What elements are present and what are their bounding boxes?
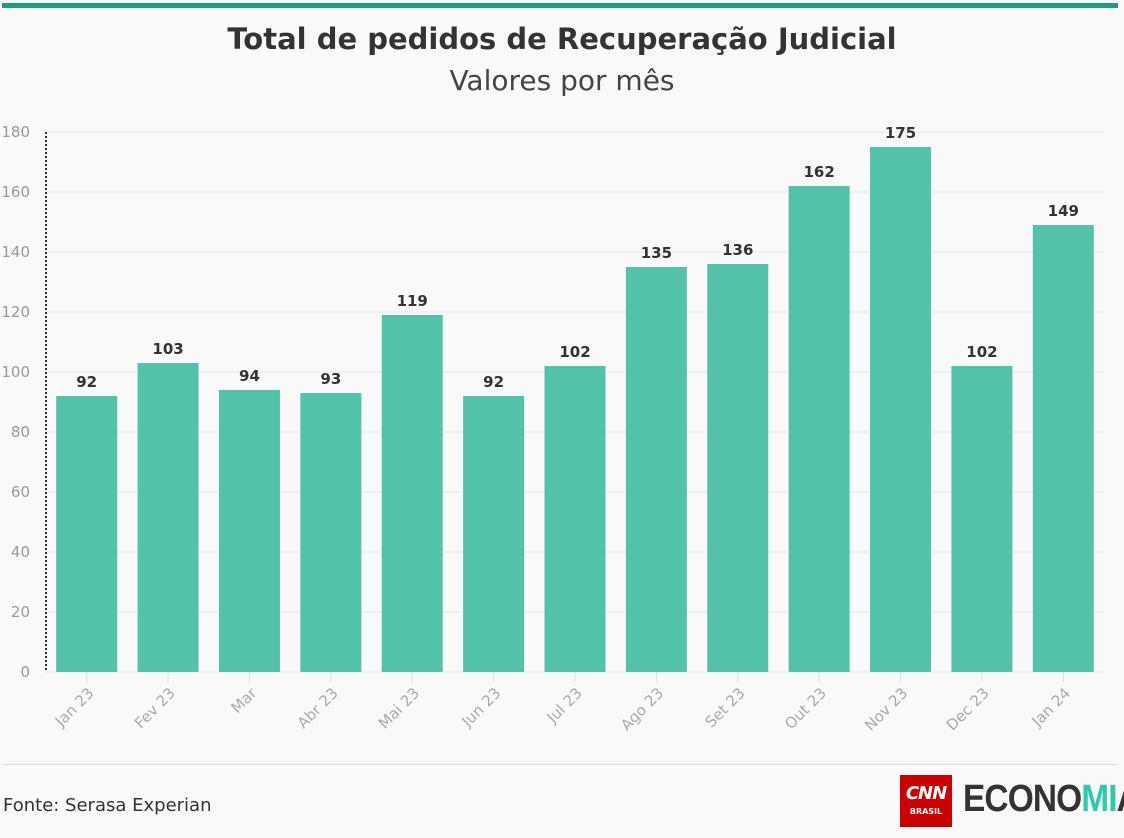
x-tick-label: Ago 23 — [617, 684, 667, 734]
x-tick-label: Mai 23 — [375, 684, 423, 732]
y-tick-label: 60 — [11, 483, 30, 501]
chart-title: Total de pedidos de Recuperação Judicial — [227, 22, 897, 56]
y-tick-label: 20 — [11, 603, 30, 621]
y-tick-label: 0 — [20, 663, 30, 681]
data-label: 92 — [76, 373, 97, 391]
data-label: 93 — [320, 370, 341, 388]
y-tick-label: 120 — [1, 303, 30, 321]
x-tick-label: Dec 23 — [943, 684, 993, 734]
x-tick-label: Jan 23 — [51, 684, 98, 731]
data-label: 94 — [239, 367, 260, 385]
divider — [2, 764, 1118, 765]
bar — [463, 396, 525, 672]
y-tick-label: 80 — [11, 423, 30, 441]
bar — [870, 147, 932, 672]
data-label: 92 — [483, 373, 504, 391]
x-tick-label: Mar — [228, 684, 261, 717]
x-tick-label: Fev 23 — [131, 684, 179, 732]
chart-subtitle: Valores por mês — [449, 64, 675, 97]
bar — [707, 264, 769, 672]
data-label: 162 — [803, 163, 834, 181]
x-tick-label: Jul 23 — [543, 684, 586, 727]
bar — [137, 363, 199, 672]
data-label: 119 — [397, 292, 428, 310]
y-tick-label: 100 — [1, 363, 30, 381]
x-tick-label: Jun 23 — [458, 684, 505, 731]
data-label: 175 — [885, 124, 916, 142]
x-tick-label: Abr 23 — [294, 684, 342, 732]
source-note: Fonte: Serasa Experian — [3, 795, 212, 816]
economia-logo: ECONOMIA — [963, 778, 1124, 820]
bar — [218, 390, 280, 672]
y-tick-label: 160 — [1, 183, 30, 201]
y-tick-label: 40 — [11, 543, 30, 561]
x-tick-label: Set 23 — [702, 684, 749, 731]
bar-chart: 0 20 40 60 80 100 120 140 160 180 92 Jan 23 103 Fev 2… — [1, 123, 1104, 734]
data-label: 102 — [966, 343, 997, 361]
bar — [1032, 225, 1094, 672]
x-tick-label: Nov 23 — [861, 684, 911, 734]
bar — [300, 393, 362, 672]
cnn-brasil-logo: CNN BRASIL — [900, 775, 952, 827]
data-label: 149 — [1048, 202, 1079, 220]
y-tick-label: 140 — [1, 243, 30, 261]
data-label: 135 — [641, 244, 672, 262]
x-tick-label: Out 23 — [781, 684, 830, 733]
accent-bar — [2, 3, 1118, 8]
data-label: 136 — [722, 241, 753, 259]
bar — [544, 366, 606, 672]
bar — [951, 366, 1013, 672]
bar — [625, 267, 687, 672]
bar — [788, 186, 850, 672]
data-label: 102 — [559, 343, 590, 361]
data-label: 103 — [152, 340, 183, 358]
bar — [381, 315, 443, 672]
bar — [56, 396, 118, 672]
y-tick-label: 180 — [1, 123, 30, 141]
x-tick-label: Jan 24 — [1027, 684, 1074, 731]
